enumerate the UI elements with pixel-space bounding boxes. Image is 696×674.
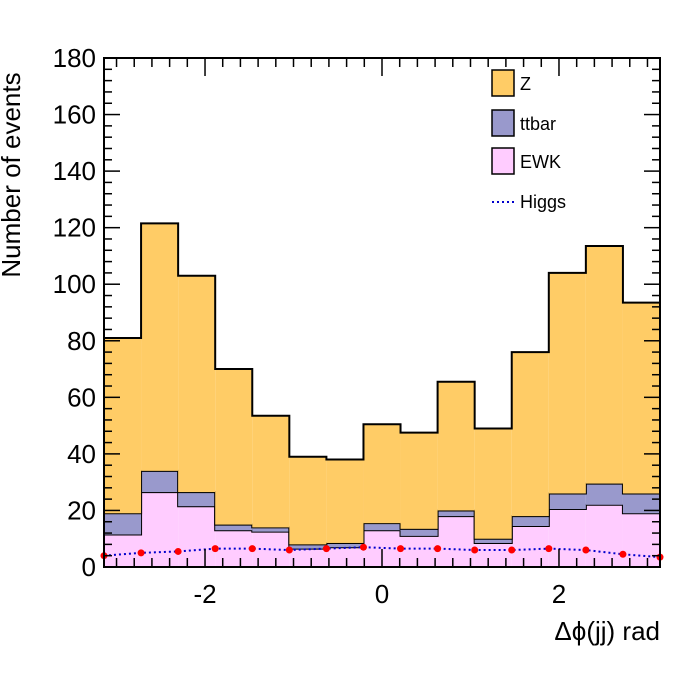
bar-z — [215, 369, 253, 525]
outline-z — [104, 222, 660, 461]
legend-label-ewk: EWK — [520, 152, 561, 172]
legend-label-higgs: Higgs — [520, 192, 566, 212]
higgs-point — [582, 546, 590, 554]
bar-ewk — [141, 492, 179, 567]
bar-z — [141, 223, 179, 471]
bar-ewk — [289, 548, 327, 567]
bar-ewk — [326, 547, 364, 567]
bar-z — [252, 415, 290, 528]
stacked-bars — [104, 222, 660, 567]
bar-ttbar — [622, 493, 660, 514]
bar-z — [104, 337, 142, 514]
legend-swatch-ewk — [491, 147, 515, 175]
higgs-point — [322, 545, 330, 553]
bar-ewk — [215, 530, 253, 567]
higgs-overlay — [100, 543, 664, 561]
bar-ttbar — [141, 470, 179, 493]
legend-swatch-ttbar — [491, 109, 515, 137]
higgs-point — [619, 550, 627, 558]
tick-labels: 0 20 40 60 80 100 120 140 160 180 -2 0 2 — [53, 43, 567, 609]
bar-z — [548, 272, 586, 494]
higgs-point — [211, 545, 219, 553]
y-tick-label: 120 — [53, 213, 96, 243]
bar-z — [474, 428, 512, 539]
bar-ewk — [104, 534, 142, 567]
outline-ewk — [104, 491, 660, 550]
y-tick-label: 180 — [53, 43, 96, 73]
bar-ttbar — [178, 492, 216, 507]
bar-z — [289, 456, 327, 545]
bar-ttbar — [437, 510, 475, 517]
bar-ttbar — [474, 538, 512, 543]
legend-swatch-z — [491, 69, 515, 97]
y-tick-label: 40 — [67, 439, 96, 469]
axis-ticks — [104, 57, 660, 568]
bar-ewk — [178, 506, 216, 567]
bar-ewk — [548, 509, 586, 567]
legend-label-z: Z — [520, 74, 531, 94]
y-tick-label: 80 — [67, 326, 96, 356]
higgs-point — [397, 545, 405, 553]
bar-ttbar — [548, 493, 586, 510]
y-tick-label: 100 — [53, 269, 96, 299]
bar-ttbar — [363, 523, 401, 531]
higgs-point — [248, 545, 256, 553]
bar-z — [437, 381, 475, 511]
y-axis-title: Number of events — [0, 72, 26, 277]
bar-ttbar — [326, 542, 364, 548]
bar-z — [511, 352, 549, 517]
y-tick-label: 0 — [82, 552, 96, 582]
bar-z — [326, 459, 364, 543]
higgs-point — [285, 546, 293, 554]
higgs-point — [174, 547, 182, 555]
bar-ewk — [437, 516, 475, 567]
bar-z — [400, 432, 438, 529]
y-tick-label: 160 — [53, 100, 96, 130]
x-axis-title: Δϕ(jj) rad — [554, 616, 660, 646]
bar-ttbar — [215, 524, 253, 531]
bar-ewk — [585, 504, 623, 567]
bar-z — [585, 246, 623, 484]
higgs-point — [434, 545, 442, 553]
higgs-point — [359, 543, 367, 551]
higgs-point — [471, 546, 479, 554]
bar-ewk — [511, 525, 549, 567]
higgs-point — [545, 545, 553, 553]
y-tick-label: 140 — [53, 156, 96, 186]
higgs-point — [508, 546, 516, 554]
x-tick-label: -2 — [193, 579, 216, 609]
higgs-point — [137, 549, 145, 557]
bar-ttbar — [585, 483, 623, 505]
y-tick-label: 60 — [67, 382, 96, 412]
bar-ttbar — [104, 513, 142, 535]
legend-label-ttbar: ttbar — [520, 114, 556, 134]
x-tick-label: 2 — [552, 579, 566, 609]
bar-ttbar — [400, 528, 438, 536]
x-tick-label: 0 — [375, 579, 389, 609]
bar-z — [363, 424, 401, 524]
bar-ttbar — [511, 516, 549, 526]
bar-ewk — [400, 535, 438, 567]
bar-z — [178, 275, 216, 493]
bar-ttbar — [252, 527, 290, 532]
bar-ttbar — [289, 544, 327, 549]
y-tick-label: 20 — [67, 495, 96, 525]
